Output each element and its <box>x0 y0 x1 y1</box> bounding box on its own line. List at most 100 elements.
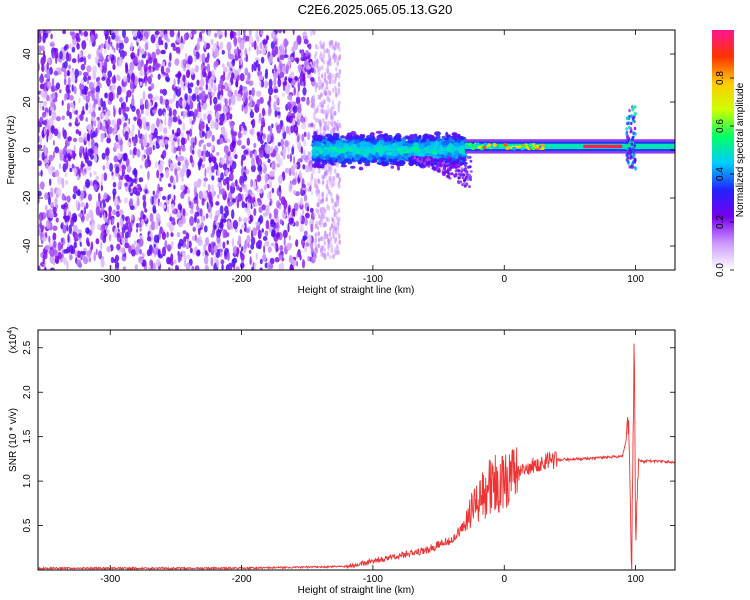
noise-cell <box>327 163 330 168</box>
noise-cell <box>177 70 181 80</box>
noise-cell <box>314 87 318 93</box>
noise-cell <box>207 110 213 115</box>
noise-cell <box>232 257 238 264</box>
noise-cell <box>246 217 250 222</box>
noise-cell <box>78 213 83 218</box>
noise-cell <box>124 130 129 141</box>
noise-cell <box>55 217 59 223</box>
noise-cell <box>303 194 308 202</box>
emergence-cell <box>408 158 415 164</box>
noise-cell <box>161 232 167 240</box>
noise-cell <box>285 64 289 72</box>
noise-cell <box>164 99 167 106</box>
noise-cell <box>321 108 324 114</box>
noise-cell <box>192 113 197 123</box>
noise-cell <box>63 69 67 79</box>
emergence-cell <box>316 146 322 151</box>
emergence-cell <box>327 138 334 141</box>
noise-cell <box>320 214 324 220</box>
noise-cell <box>299 213 302 223</box>
noise-cell <box>61 193 65 201</box>
noise-cell <box>90 34 95 43</box>
noise-cell <box>323 59 326 65</box>
noise-cell <box>89 180 93 187</box>
noise-cell <box>199 158 202 167</box>
noise-cell <box>253 142 257 148</box>
noise-cell <box>217 182 223 189</box>
emergence-tail-cell <box>469 170 473 173</box>
noise-cell <box>244 187 248 193</box>
noise-cell <box>184 93 188 101</box>
noise-cell <box>230 221 233 229</box>
noise-cell <box>41 56 46 64</box>
noise-cell <box>106 137 111 144</box>
noise-cell <box>63 77 67 86</box>
noise-cell <box>213 60 219 68</box>
noise-cell <box>169 175 174 184</box>
noise-cell <box>177 99 182 106</box>
noise-cell <box>241 85 247 93</box>
noise-cell <box>303 131 307 137</box>
noise-cell <box>322 53 325 59</box>
noise-cell <box>144 189 148 194</box>
noise-cell <box>205 83 208 91</box>
noise-cell <box>67 136 72 142</box>
noise-cell <box>204 40 207 49</box>
noise-cell <box>282 229 288 239</box>
noise-cell <box>118 48 121 54</box>
noise-cell <box>314 232 318 238</box>
noise-cell <box>163 111 166 118</box>
emergence-cell <box>314 150 320 154</box>
emergence-cell <box>383 133 389 137</box>
noise-cell <box>99 62 103 72</box>
noise-cell <box>135 222 139 229</box>
noise-cell <box>145 108 149 117</box>
emergence-cell <box>403 152 409 157</box>
noise-cell <box>241 154 247 161</box>
noise-cell <box>274 257 280 263</box>
noise-cell <box>191 202 194 210</box>
noise-cell <box>100 258 105 268</box>
noise-cell <box>301 121 306 130</box>
noise-cell <box>125 95 128 103</box>
noise-cell <box>180 137 186 146</box>
noise-cell <box>71 109 75 114</box>
noise-cell <box>173 112 177 118</box>
noise-cell <box>308 43 312 50</box>
noise-cell <box>261 117 265 127</box>
noise-cell <box>259 267 263 270</box>
noise-cell <box>74 167 77 177</box>
noise-cell <box>54 255 60 264</box>
noise-cell <box>100 184 103 192</box>
noise-cell <box>328 231 332 237</box>
noise-cell <box>138 256 144 264</box>
noise-cell <box>131 54 133 60</box>
noise-cell <box>88 102 92 109</box>
noise-cell <box>39 215 42 224</box>
noise-cell <box>117 152 122 161</box>
noise-cell <box>201 163 206 169</box>
noise-cell <box>338 46 341 52</box>
noise-cell <box>326 179 329 185</box>
noise-cell <box>217 194 220 199</box>
noise-cell <box>154 127 158 138</box>
noise-cell <box>284 40 289 46</box>
noise-cell <box>130 72 135 83</box>
noise-cell <box>244 207 248 213</box>
noise-cell <box>38 226 41 236</box>
noise-cell <box>53 104 56 111</box>
noise-cell <box>73 145 76 153</box>
noise-cell <box>104 33 108 41</box>
noise-cell <box>288 82 291 90</box>
noise-cell <box>337 208 341 214</box>
noise-cell <box>234 89 238 97</box>
noise-cell <box>90 116 96 121</box>
noise-cell <box>292 117 296 126</box>
noise-cell <box>57 241 62 252</box>
noise-cell <box>45 163 49 169</box>
noise-cell <box>259 49 262 55</box>
noise-cell <box>243 149 249 155</box>
noise-cell <box>300 146 303 155</box>
noise-cell <box>291 260 297 267</box>
noise-cell <box>170 267 174 270</box>
